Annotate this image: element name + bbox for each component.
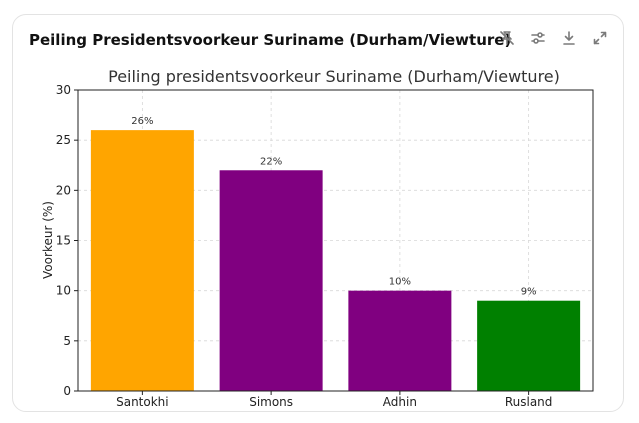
- bar-simons: [219, 170, 323, 391]
- y-tick-label: 30: [56, 83, 71, 97]
- expand-icon[interactable]: [591, 29, 609, 47]
- bars: [90, 130, 581, 391]
- y-ticks: 0 5 10 15 20 25 30: [56, 83, 78, 398]
- x-tick-label: Simons: [249, 395, 293, 409]
- settings-sliders-icon[interactable]: [529, 29, 547, 47]
- x-ticks: Santokhi Simons Adhin Rusland: [116, 391, 552, 409]
- card-title: Peiling Presidentsvoorkeur Suriname (Dur…: [29, 31, 512, 49]
- y-tick-label: 10: [56, 284, 71, 298]
- y-tick-label: 20: [56, 183, 71, 197]
- chart-title: Peiling presidentsvoorkeur Suriname (Dur…: [108, 67, 560, 86]
- y-axis-label: Voorkeur (%): [41, 201, 55, 279]
- data-labels: 26% 22% 10% 9%: [131, 116, 536, 298]
- x-tick-label: Santokhi: [116, 395, 169, 409]
- unpin-icon[interactable]: [498, 29, 516, 47]
- y-tick-label: 25: [56, 133, 71, 147]
- y-tick-label: 0: [63, 384, 71, 398]
- bar-santokhi: [90, 130, 194, 391]
- y-tick-label: 15: [56, 234, 71, 248]
- y-tick-label: 5: [63, 334, 71, 348]
- chart-toolbar: [498, 29, 609, 47]
- data-label: 22%: [260, 156, 282, 167]
- x-tick-label: Adhin: [383, 395, 417, 409]
- data-label: 9%: [521, 287, 537, 298]
- bar-adhin: [348, 290, 452, 391]
- data-label: 10%: [389, 277, 411, 288]
- download-icon[interactable]: [560, 29, 578, 47]
- bar-rusland: [477, 300, 581, 391]
- x-tick-label: Rusland: [505, 395, 553, 409]
- data-label: 26%: [131, 116, 153, 127]
